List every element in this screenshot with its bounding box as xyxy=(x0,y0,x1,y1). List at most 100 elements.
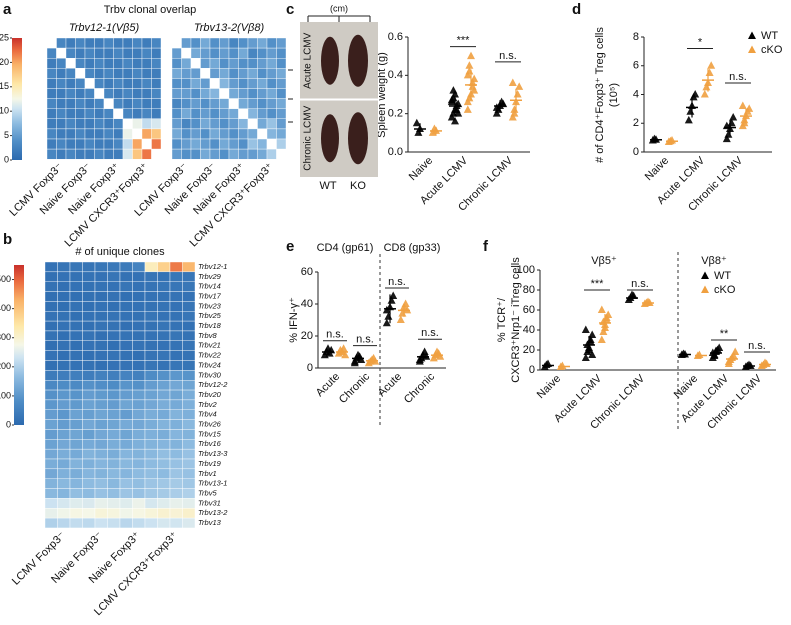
group-title: CD8 (gp33) xyxy=(384,242,441,254)
heatmap-cell xyxy=(171,47,182,59)
data-point xyxy=(463,97,472,106)
heatmap-cell xyxy=(107,508,121,519)
heatmap-cell xyxy=(75,148,86,160)
heatmap-cell xyxy=(144,458,158,470)
heatmap-cell xyxy=(181,58,192,69)
x-tick-label: Naive xyxy=(643,155,671,183)
heatmap-cell xyxy=(132,58,143,69)
heatmap-cell xyxy=(119,380,133,391)
heatmap-cell xyxy=(107,439,121,450)
heatmap-cell xyxy=(228,88,239,99)
heatmap-cell xyxy=(169,350,183,361)
heatmap-cell xyxy=(157,261,171,273)
heatmap-cell xyxy=(94,478,108,489)
heatmap-cell xyxy=(182,498,196,509)
row-label: Trbv13-3 xyxy=(198,449,228,458)
heatmap-cell xyxy=(266,58,277,69)
y-tick-label: 6 xyxy=(633,60,639,72)
heatmap-cell xyxy=(209,138,220,150)
heatmap-cell xyxy=(84,148,95,160)
heatmap-cell xyxy=(209,68,220,79)
heatmap-cell xyxy=(122,88,133,99)
data-point xyxy=(447,95,456,104)
row-label: Trbv14 xyxy=(198,282,221,291)
heatmap-cell xyxy=(44,409,58,420)
data-point xyxy=(451,116,459,125)
heatmap-cell xyxy=(94,281,108,292)
heatmap-cell xyxy=(84,128,95,140)
heatmap-cell xyxy=(107,301,121,312)
heatmap-cell xyxy=(57,320,71,332)
heatmap-cell xyxy=(144,370,158,381)
heatmap-cell xyxy=(276,68,287,79)
heatmap-cell xyxy=(257,88,268,99)
heatmap-cell xyxy=(107,458,121,470)
heatmap-cell xyxy=(169,281,183,292)
heatmap-cell xyxy=(82,498,96,509)
data-point xyxy=(581,353,590,361)
data-point xyxy=(396,315,405,323)
data-point xyxy=(467,51,475,60)
row-label: Trbv29 xyxy=(198,272,222,281)
heatmap-cell xyxy=(144,320,158,332)
heatmap-cell xyxy=(181,118,192,130)
heatmap-cell xyxy=(190,88,201,99)
heatmap-cell xyxy=(219,118,230,130)
heatmap-cell xyxy=(57,478,71,489)
heatmap-cell xyxy=(107,281,121,292)
heatmap-cell xyxy=(141,108,152,119)
heatmap-cell xyxy=(94,88,105,99)
row-label: Trbv23 xyxy=(198,301,222,310)
data-point xyxy=(724,357,733,365)
heatmap-cell xyxy=(56,128,67,140)
heatmap-cell xyxy=(103,108,114,119)
heatmap-cell xyxy=(132,389,146,401)
heatmap-cell xyxy=(266,148,277,160)
heatmap-cell xyxy=(132,37,143,49)
heatmap-cell xyxy=(238,88,249,99)
legend-marker xyxy=(748,45,756,53)
heatmap-cell xyxy=(94,320,108,332)
heatmap-cell xyxy=(65,37,76,49)
heatmap-cell xyxy=(144,488,158,499)
heatmap-cell xyxy=(144,429,158,440)
heatmap-cell xyxy=(157,281,171,292)
heatmap-cell xyxy=(44,301,58,312)
heatmap-cell xyxy=(157,458,171,470)
heatmap-cell xyxy=(107,311,121,322)
significance-label: n.s. xyxy=(421,327,439,339)
heatmap-cell xyxy=(69,419,83,430)
row-label: Trbv15 xyxy=(198,429,222,438)
heatmap-cell xyxy=(144,281,158,292)
heatmap-cell xyxy=(182,360,196,371)
data-point xyxy=(707,61,716,69)
heatmap-cell xyxy=(82,409,96,420)
y-tick-label: 0 xyxy=(307,362,313,374)
heatmap-cell xyxy=(219,88,230,99)
heatmap-cell xyxy=(57,261,71,273)
heatmap-cell xyxy=(181,108,192,119)
heatmap-cell xyxy=(266,98,277,109)
heatmap-cell xyxy=(57,439,71,450)
data-point xyxy=(724,130,733,138)
heatmap-cell xyxy=(171,138,182,150)
data-point xyxy=(350,358,359,367)
heatmap-cell xyxy=(257,47,268,59)
heatmap-cell xyxy=(247,138,258,150)
heatmap-cell xyxy=(238,58,249,69)
heatmap-cell xyxy=(107,468,121,479)
row-label: Trbv4 xyxy=(198,410,217,419)
heatmap-cell xyxy=(94,271,108,282)
heatmap-cell xyxy=(94,350,108,361)
heatmap-cell xyxy=(151,58,162,69)
heatmap-cell xyxy=(82,301,96,312)
heatmap-cell xyxy=(157,478,171,489)
heatmap-cell xyxy=(182,468,196,479)
heatmap-cell xyxy=(266,47,277,59)
heatmap-cell xyxy=(219,47,230,59)
heatmap-cell xyxy=(107,350,121,361)
heatmap-cell xyxy=(82,261,96,273)
heatmap-cell xyxy=(266,37,277,49)
heatmap-cell xyxy=(171,98,182,109)
heatmap-cell xyxy=(44,311,58,322)
